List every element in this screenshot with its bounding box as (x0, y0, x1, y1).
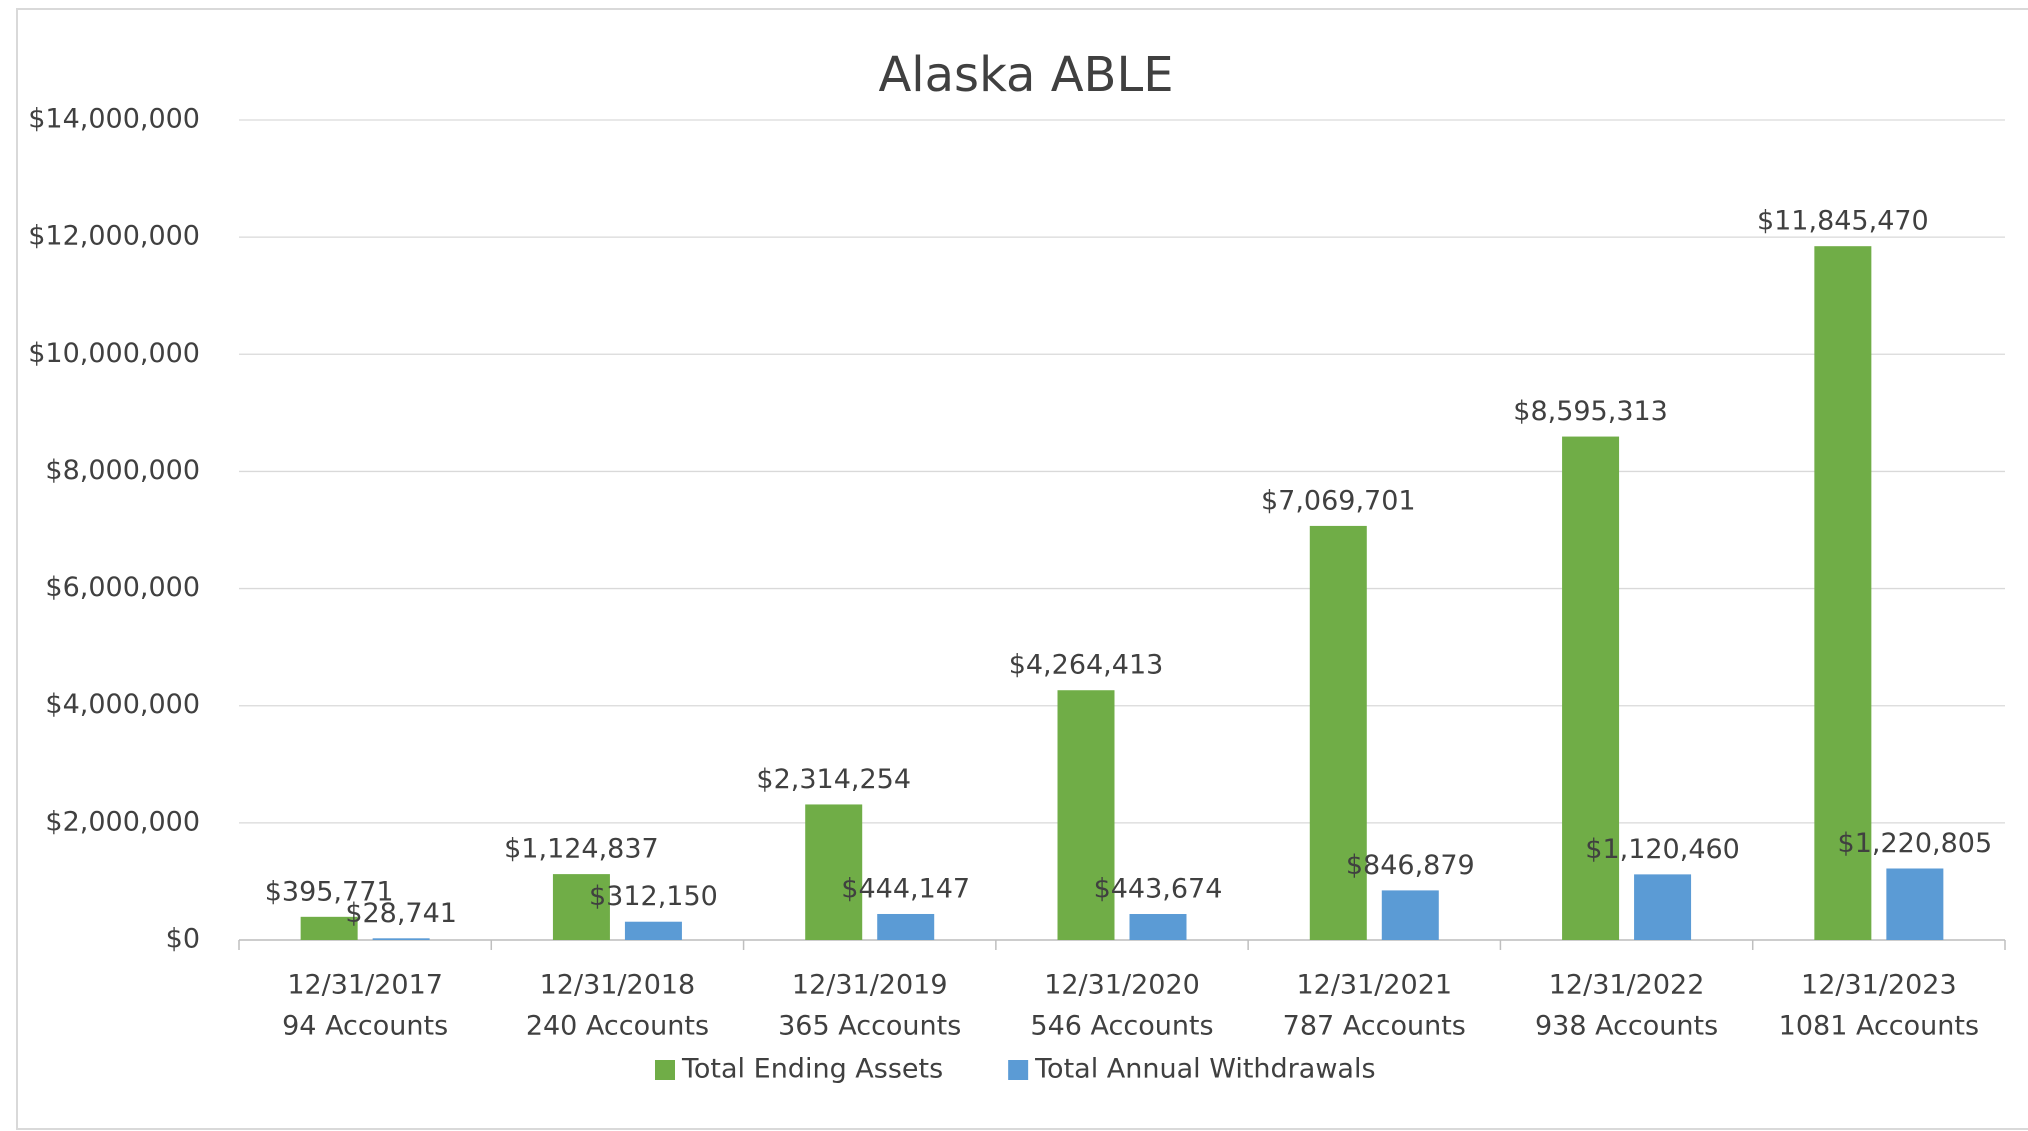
bar (1129, 914, 1187, 940)
bar (372, 938, 430, 940)
data-label: $7,069,701 (1261, 485, 1416, 516)
bar (805, 804, 863, 940)
bar (1381, 890, 1439, 940)
data-label: $8,595,313 (1513, 396, 1668, 427)
data-label: $1,124,837 (504, 834, 659, 865)
x-tick-label: 12/31/2019 (792, 970, 948, 1001)
data-label: $2,314,254 (756, 764, 911, 795)
x-tick-label: 787 Accounts (1283, 1011, 1466, 1042)
bar (1886, 868, 1944, 940)
data-label: $1,220,805 (1838, 828, 1993, 859)
y-tick-label: $8,000,000 (45, 455, 200, 486)
chart-title: Alaska ABLE (878, 47, 1173, 103)
x-tick-label: 240 Accounts (526, 1011, 709, 1042)
data-label: $444,147 (841, 873, 970, 904)
x-tick-label: 12/31/2020 (1044, 970, 1200, 1001)
x-tick-label: 938 Accounts (1535, 1011, 1718, 1042)
x-tick-label: 12/31/2022 (1549, 970, 1705, 1001)
bar (1057, 690, 1115, 940)
bar (1309, 525, 1367, 940)
x-tick-label: 365 Accounts (778, 1011, 961, 1042)
bar (1814, 246, 1872, 940)
x-tick-label: 12/31/2021 (1296, 970, 1452, 1001)
y-tick-label: $12,000,000 (28, 221, 200, 252)
bar (1634, 874, 1692, 940)
data-label: $312,150 (589, 881, 718, 912)
data-label: $443,674 (1094, 874, 1223, 905)
bar (1562, 436, 1620, 940)
x-tick-label: 94 Accounts (282, 1011, 448, 1042)
chart-frame (16, 8, 2028, 1130)
legend-label: Total Annual Withdrawals (1034, 1054, 1375, 1085)
x-tick-label: 12/31/2017 (287, 970, 443, 1001)
data-label: $4,264,413 (1009, 650, 1164, 681)
y-tick-label: $0 (166, 924, 200, 955)
x-tick-label: 12/31/2023 (1801, 970, 1957, 1001)
y-tick-label: $4,000,000 (45, 689, 200, 720)
data-label: $1,120,460 (1585, 834, 1740, 865)
data-label: $846,879 (1346, 850, 1475, 881)
legend-swatch (655, 1060, 675, 1080)
x-tick-label: 546 Accounts (1030, 1011, 1213, 1042)
legend-label: Total Ending Assets (681, 1054, 943, 1085)
y-tick-label: $6,000,000 (45, 572, 200, 603)
bar (552, 874, 610, 940)
data-label: $28,741 (345, 898, 457, 929)
bar (624, 921, 682, 940)
x-tick-label: 1081 Accounts (1779, 1011, 1979, 1042)
y-tick-label: $14,000,000 (28, 104, 200, 135)
bar (300, 916, 358, 940)
legend-swatch (1008, 1060, 1029, 1080)
x-tick-label: 12/31/2018 (540, 970, 696, 1001)
data-label: $395,771 (265, 876, 394, 907)
bar (877, 913, 935, 940)
y-tick-label: $10,000,000 (28, 338, 200, 369)
data-label: $11,845,470 (1757, 206, 1929, 237)
y-tick-label: $2,000,000 (45, 806, 200, 837)
